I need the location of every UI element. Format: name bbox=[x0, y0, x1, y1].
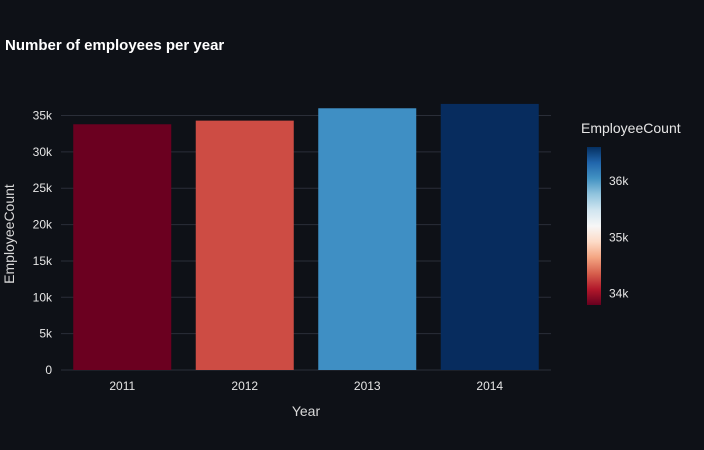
colorbar-tick-label: 36k bbox=[609, 174, 629, 188]
chart-title: Number of employees per year bbox=[5, 37, 224, 54]
colorbar-tick-label: 35k bbox=[609, 230, 629, 244]
y-tick-label: 15k bbox=[33, 254, 53, 268]
colorbar: EmployeeCount 34k 35k 36k bbox=[581, 120, 681, 305]
x-tick-label: 2014 bbox=[476, 379, 503, 393]
y-tick-label: 30k bbox=[33, 145, 53, 159]
colorbar-tick-label: 34k bbox=[609, 287, 629, 301]
bar-2011[interactable] bbox=[73, 124, 172, 370]
colorbar-gradient bbox=[587, 147, 601, 305]
y-axis-label: EmployeeCount bbox=[1, 184, 17, 284]
bar-2013[interactable] bbox=[318, 108, 417, 371]
bars bbox=[73, 103, 539, 371]
y-tick-label: 20k bbox=[33, 218, 53, 232]
y-tick-label: 0 bbox=[45, 363, 52, 377]
bar-2012[interactable] bbox=[195, 120, 294, 370]
colorbar-title: EmployeeCount bbox=[581, 120, 681, 136]
y-tick-label: 5k bbox=[39, 327, 53, 341]
x-tick-label: 2012 bbox=[231, 379, 258, 393]
x-tick-label: 2011 bbox=[109, 379, 135, 393]
x-tick-label: 2013 bbox=[354, 379, 381, 393]
x-axis-ticks: 2011 2012 2013 2014 bbox=[109, 379, 503, 393]
bar-2014[interactable] bbox=[440, 103, 539, 370]
x-axis-label: Year bbox=[292, 403, 321, 419]
y-tick-label: 10k bbox=[33, 290, 53, 304]
y-tick-label: 35k bbox=[33, 109, 53, 123]
colorbar-ticks: 34k 35k 36k bbox=[609, 174, 629, 301]
y-axis-ticks: 0 5k 10k 15k 20k 25k 30k 35k bbox=[33, 109, 53, 377]
y-tick-label: 25k bbox=[33, 181, 53, 195]
